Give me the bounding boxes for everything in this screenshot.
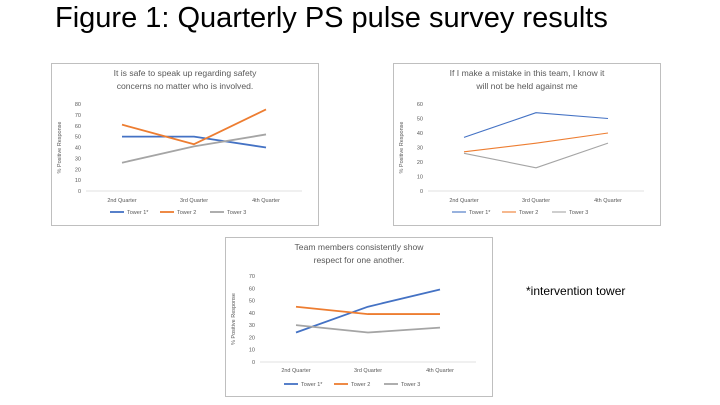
legend-label: Tower 1*	[127, 210, 149, 216]
x-tick-label: 2nd Quarter	[449, 198, 479, 204]
y-tick-label: 30	[417, 146, 423, 152]
x-tick-label: 2nd Quarter	[281, 368, 311, 374]
x-tick-label: 3rd Quarter	[522, 198, 550, 204]
chart-title-line: respect for one another.	[314, 255, 405, 265]
y-tick-label: 10	[249, 348, 255, 354]
chart-respect: Team members consistently show respect fo…	[225, 237, 493, 397]
y-tick-label: 60	[249, 286, 255, 292]
chart-title-line: will not be held against me	[475, 81, 577, 91]
x-tick-label: 4th Quarter	[252, 198, 280, 204]
y-tick-label: 70	[249, 274, 255, 280]
chart-title-line: concerns no matter who is involved.	[117, 81, 254, 91]
chart-mistake: If I make a mistake in this team, I know…	[393, 63, 661, 226]
y-tick-label: 30	[75, 156, 81, 162]
chart-svg: It is safe to speak up regarding safety c…	[57, 68, 302, 216]
y-tick-label: 50	[417, 117, 423, 123]
legend-label: Tower 3	[227, 210, 246, 216]
y-tick-label: 20	[417, 160, 423, 166]
y-axis-label: % Positive Response	[399, 122, 405, 174]
series-line-2	[121, 108, 267, 146]
chart-speak-up: It is safe to speak up regarding safety c…	[51, 63, 319, 226]
y-tick-label: 20	[75, 167, 81, 173]
series-line-3	[463, 142, 609, 169]
x-tick-label: 4th Quarter	[594, 198, 622, 204]
series-line-3	[295, 324, 441, 334]
legend-label: Tower 3	[569, 210, 588, 216]
legend-label: Tower 1*	[301, 382, 323, 388]
y-axis-label: % Positive Response	[231, 293, 237, 345]
series-line-2	[463, 132, 609, 153]
x-tick-label: 3rd Quarter	[180, 198, 208, 204]
chart-svg: If I make a mistake in this team, I know…	[399, 68, 644, 216]
chart-title-line: Team members consistently show	[295, 242, 425, 252]
legend-label: Tower 3	[401, 382, 420, 388]
y-tick-label: 80	[75, 102, 81, 108]
series-line-1	[122, 135, 267, 149]
chart-title-line: It is safe to speak up regarding safety	[114, 68, 258, 78]
chart-svg: Team members consistently show respect fo…	[231, 242, 476, 388]
y-tick-label: 40	[249, 311, 255, 317]
series-line-1	[463, 112, 609, 138]
y-tick-label: 0	[420, 189, 423, 195]
y-tick-label: 60	[417, 102, 423, 108]
legend-label: Tower 2	[519, 210, 538, 216]
y-tick-label: 10	[75, 178, 81, 184]
legend-label: Tower 2	[177, 210, 196, 216]
x-tick-label: 3rd Quarter	[354, 368, 382, 374]
y-tick-label: 60	[75, 124, 81, 130]
y-tick-label: 10	[417, 175, 423, 181]
series-line-1	[295, 288, 441, 334]
chart-title-line: If I make a mistake in this team, I know…	[450, 68, 605, 78]
legend-label: Tower 2	[351, 382, 370, 388]
y-tick-label: 20	[249, 335, 255, 341]
x-tick-label: 4th Quarter	[426, 368, 454, 374]
slide-title: Figure 1: Quarterly PS pulse survey resu…	[55, 2, 608, 34]
y-tick-label: 40	[417, 131, 423, 137]
y-tick-label: 30	[249, 323, 255, 329]
y-axis-label: % Positive Response	[57, 122, 63, 174]
y-tick-label: 50	[249, 299, 255, 305]
series-line-3	[121, 133, 267, 164]
y-tick-label: 40	[75, 146, 81, 152]
y-tick-label: 0	[78, 189, 81, 195]
y-tick-label: 50	[75, 135, 81, 141]
series-line-2	[295, 305, 440, 315]
intervention-note: *intervention tower	[526, 284, 626, 298]
y-tick-label: 0	[252, 360, 255, 366]
legend-label: Tower 1*	[469, 210, 491, 216]
x-tick-label: 2nd Quarter	[107, 198, 137, 204]
y-tick-label: 70	[75, 113, 81, 119]
